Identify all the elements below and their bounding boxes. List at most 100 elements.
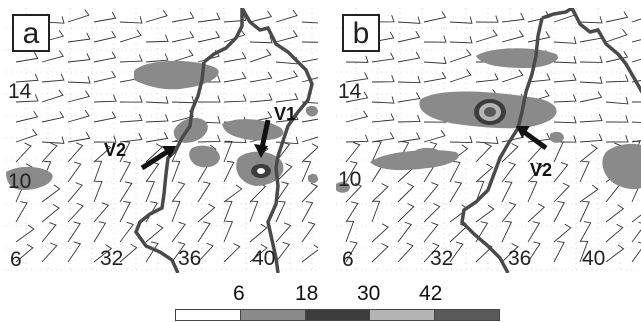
wind-barb (501, 161, 516, 183)
legend-level: 30 (357, 282, 381, 305)
wind-barb (345, 241, 358, 263)
wind-barb (397, 51, 421, 63)
wind-barb (397, 16, 421, 24)
wind-barb (119, 54, 143, 63)
lon-label: 32 (430, 247, 454, 270)
wind-barb (301, 160, 312, 183)
wind-barb (527, 180, 538, 203)
wind-barb (67, 76, 91, 84)
wind-barb (249, 71, 273, 83)
wind-barb (223, 71, 247, 83)
wind-barb (197, 203, 216, 223)
wind-barb (249, 182, 267, 203)
wind-barb (197, 221, 211, 243)
country-border (460, 17, 544, 273)
wind-barb (301, 143, 318, 163)
wind-barb (275, 30, 298, 43)
wind-barb (145, 114, 169, 123)
wind-barb (67, 241, 82, 263)
wind-barb (223, 51, 247, 63)
wind-barb (223, 184, 243, 203)
wind-barb (371, 96, 395, 104)
wind-barb (93, 11, 117, 23)
wind-barb (249, 200, 259, 223)
wind-barb (449, 16, 473, 24)
country-border (202, 8, 244, 64)
wind-barb (41, 136, 65, 144)
wind-barb (579, 160, 590, 183)
annotation-v1: V1 (274, 104, 297, 124)
shaded-region (306, 105, 318, 117)
lon-label: 40 (582, 247, 606, 270)
wind-barb (145, 34, 169, 43)
wind-barb (15, 142, 32, 163)
legend-swatch (176, 310, 241, 320)
wind-barb (345, 142, 361, 163)
wind-barb (67, 53, 91, 63)
wind-barb (553, 56, 577, 64)
legend-swatch (370, 310, 436, 320)
wind-barb (223, 28, 246, 43)
wind-barb (501, 143, 519, 163)
wind-barb (475, 29, 498, 43)
wind-barb (475, 180, 485, 203)
wind-barb (145, 96, 169, 104)
wind-barb (171, 95, 195, 104)
wind-barb (93, 51, 117, 63)
annotation-v2: V2 (104, 140, 127, 160)
wind-barb (197, 181, 211, 203)
wind-barb (119, 200, 131, 223)
wind-barb (605, 11, 629, 23)
wind-barb (605, 97, 629, 105)
wind-barb (119, 29, 142, 43)
wind-barb (145, 223, 164, 243)
wind-barb (397, 114, 421, 123)
wind-barb (67, 142, 84, 163)
lat-label: 6 (10, 248, 22, 271)
wind-barb (249, 35, 273, 44)
wind-barb (345, 161, 358, 183)
wind-barb (345, 220, 355, 243)
wind-barb (553, 182, 570, 203)
wind-barb (475, 136, 499, 144)
wind-barb (397, 182, 415, 203)
shaded-region (476, 48, 558, 68)
wind-barb (345, 182, 362, 203)
wind-barb (397, 75, 421, 84)
wind-barb (553, 140, 564, 163)
wind-barb (41, 204, 60, 223)
annotation-v2: V2 (530, 160, 553, 180)
wind-barb (301, 136, 318, 143)
wind-barb (171, 181, 186, 203)
wind-barb (119, 95, 143, 103)
wind-barb (93, 30, 117, 43)
wind-barb (579, 113, 603, 123)
wind-barb (501, 12, 525, 23)
wind-barb (41, 111, 65, 123)
wind-barb (223, 160, 235, 183)
country-border (240, 8, 314, 273)
wind-barb (501, 69, 524, 83)
wind-barb (605, 115, 629, 123)
wind-barb (449, 69, 472, 83)
wind-barb (197, 242, 214, 263)
lat-label: 6 (342, 248, 354, 271)
wind-barb (475, 15, 499, 23)
wind-barb (301, 201, 314, 223)
wind-barb (171, 11, 195, 23)
shaded-region (189, 145, 220, 168)
legend-swatch (240, 310, 306, 320)
wind-barb (223, 94, 247, 103)
wind-barb (345, 55, 369, 63)
vortex-core-ring (257, 168, 265, 174)
wind-barb (67, 9, 90, 23)
wind-barb (145, 241, 159, 263)
wind-barb (397, 30, 421, 43)
wind-barb (223, 243, 241, 263)
wind-barb (67, 182, 83, 203)
wind-barb (579, 76, 603, 84)
lat-label: 10 (8, 170, 32, 193)
wind-barb (475, 204, 495, 223)
wind-barb (249, 93, 273, 103)
wind-barb (371, 200, 381, 223)
